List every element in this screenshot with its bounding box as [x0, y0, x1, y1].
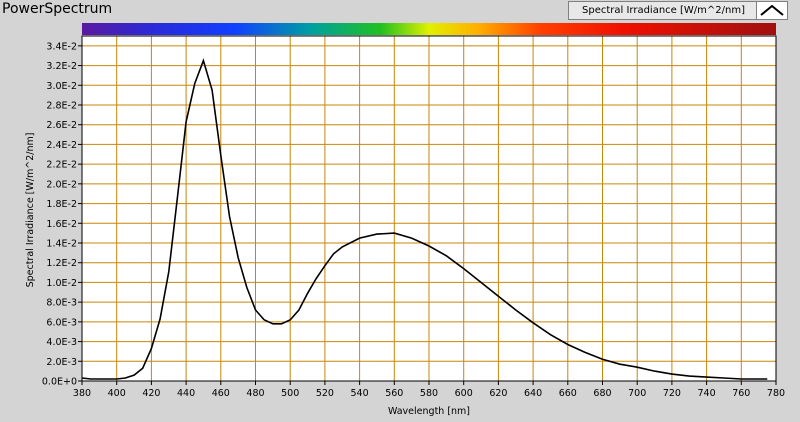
legend-line-icon	[760, 4, 784, 16]
y-tick-label: 1.8E-2	[46, 199, 77, 210]
y-grid	[78, 45, 776, 382]
y-tick-label: 0.0E+0	[42, 377, 77, 388]
y-tick-label: 2.6E-2	[46, 120, 77, 131]
x-tick-label: 560	[385, 388, 403, 399]
y-tick-labels: 0.0E+0 2.0E-3 4.0E-3 6.0E-3 8.0E-3 1.0E-2 1.2E…	[42, 41, 77, 387]
y-tick-label: 6.0E-3	[46, 317, 77, 328]
plot-border	[81, 35, 777, 382]
x-tick-label: 540	[351, 388, 369, 399]
x-tick-label: 480	[246, 388, 264, 399]
y-tick-label: 1.0E-2	[46, 278, 77, 289]
plot-legend[interactable]: Spectral Irradiance [W/m^2/nm]	[568, 1, 788, 20]
y-tick-label: 2.0E-2	[46, 179, 77, 190]
x-tick-label: 780	[767, 388, 785, 399]
y-tick-label: 1.6E-2	[46, 219, 77, 230]
y-axis-title: Spectral Irradiance [W/m^2/nm]	[25, 133, 36, 288]
y-tick-label: 3.2E-2	[46, 61, 77, 72]
x-tick-label: 380	[73, 388, 91, 399]
window-title: PowerSpectrum	[2, 1, 113, 17]
y-tick-label: 2.2E-2	[46, 160, 77, 171]
y-tick-label: 3.4E-2	[46, 41, 77, 52]
x-tick-label: 420	[142, 388, 160, 399]
x-grid	[81, 36, 777, 385]
legend-swatch[interactable]	[756, 2, 787, 19]
x-tick-label: 460	[212, 388, 230, 399]
spectral-curve	[81, 58, 768, 380]
x-tick-label: 660	[559, 388, 577, 399]
x-tick-label: 760	[732, 388, 750, 399]
x-tick-label: 500	[281, 388, 299, 399]
x-tick-label: 620	[489, 388, 507, 399]
y-tick-label: 1.4E-2	[46, 239, 77, 250]
x-tick-label: 680	[593, 388, 611, 399]
y-tick-label: 4.0E-3	[46, 337, 77, 348]
x-tick-labels: 380 400 420 440 460 480 500 520 540 560 580 600 620 6…	[73, 388, 785, 399]
y-tick-label: 2.4E-2	[46, 140, 77, 151]
x-tick-label: 740	[698, 388, 716, 399]
y-tick-label: 2.8E-2	[46, 101, 77, 112]
y-tick-label: 8.0E-3	[46, 298, 77, 309]
x-tick-label: 580	[420, 388, 438, 399]
y-tick-label: 2.0E-3	[46, 357, 77, 368]
x-tick-label: 640	[524, 388, 542, 399]
x-tick-label: 520	[316, 388, 334, 399]
x-tick-label: 720	[663, 388, 681, 399]
spectrum-color-bar	[82, 23, 776, 35]
x-tick-label: 600	[455, 388, 473, 399]
x-tick-label: 400	[108, 388, 126, 399]
x-axis-title: Wavelength [nm]	[388, 406, 470, 417]
legend-label: Spectral Irradiance [W/m^2/nm]	[582, 5, 745, 16]
x-tick-label: 440	[177, 388, 195, 399]
x-tick-label: 700	[628, 388, 646, 399]
y-tick-label: 1.2E-2	[46, 258, 77, 269]
y-tick-label: 3.0E-2	[46, 81, 77, 92]
